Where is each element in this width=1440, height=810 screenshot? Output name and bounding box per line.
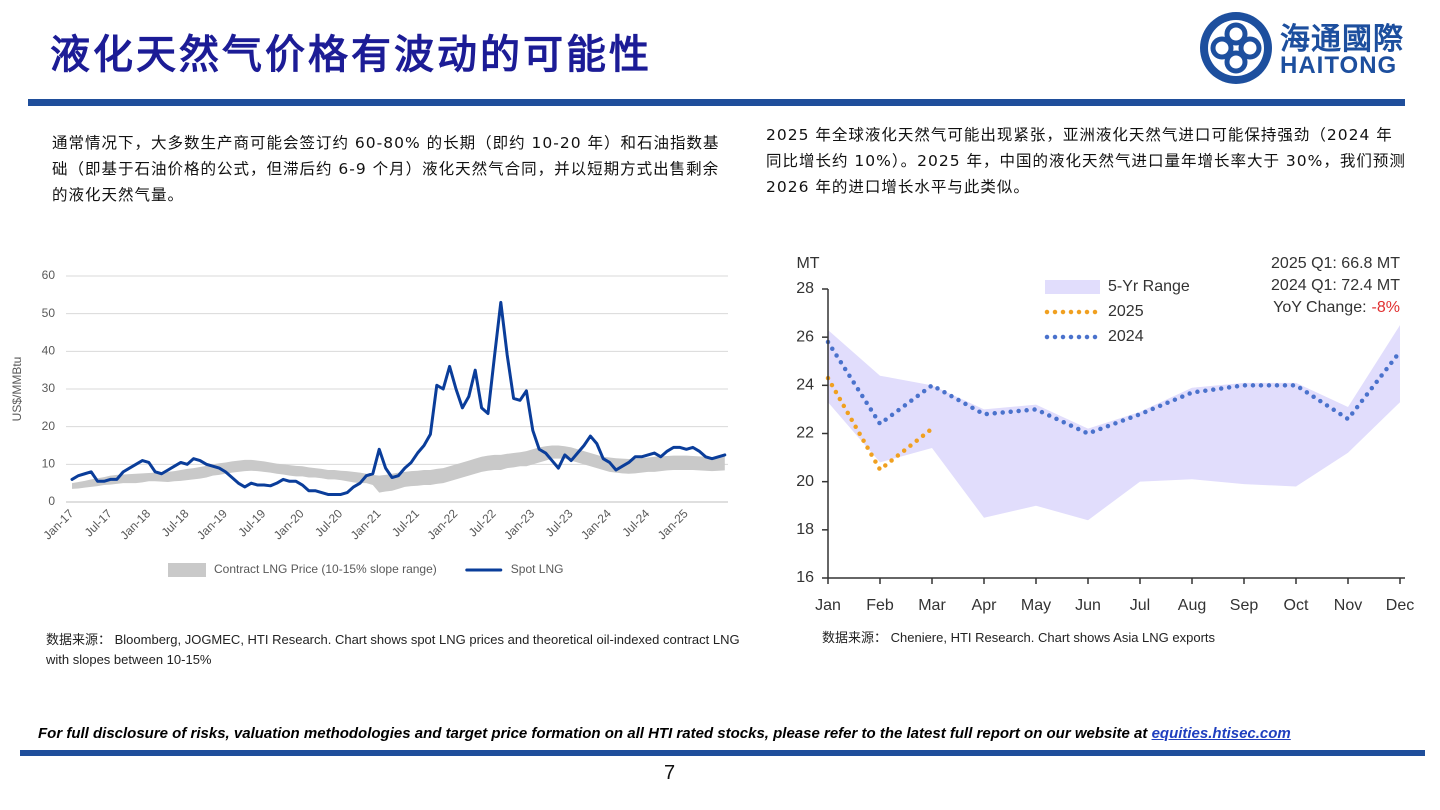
y-tick-label: 20	[796, 473, 814, 490]
header-rule	[28, 99, 1405, 106]
x-tick-label: Jul-19	[235, 506, 268, 539]
x-tick-label: Mar	[918, 597, 946, 614]
y-tick-label: 30	[42, 381, 56, 395]
annotation-part: -8%	[1372, 299, 1400, 316]
x-tick-label: Oct	[1284, 597, 1309, 614]
y-tick-label: 10	[42, 457, 56, 471]
disclaimer: For full disclosure of risks, valuation …	[38, 725, 1291, 742]
slide-title: 液化天然气价格有波动的可能性	[50, 31, 652, 78]
x-tick-label: Jan-21	[348, 506, 384, 542]
logo-icon	[1200, 12, 1272, 84]
website-link[interactable]: equities.htisec.com	[1151, 725, 1291, 742]
x-tick-label: Aug	[1178, 597, 1206, 614]
annotation-part: YoY Change:	[1273, 299, 1366, 316]
y-tick-label: 24	[796, 377, 814, 394]
legend-swatch	[168, 563, 206, 577]
logo-text: HAITONG	[1280, 52, 1398, 79]
x-tick-label: Dec	[1386, 597, 1414, 614]
legend-label: Spot LNG	[511, 562, 564, 576]
series-line	[825, 375, 935, 472]
logo-text: 海通國際	[1280, 22, 1404, 57]
x-tick-label: Jul-22	[466, 506, 499, 539]
x-tick-label: Jul-17	[82, 506, 115, 539]
y-tick-label: 18	[796, 521, 814, 538]
y-axis-title: US$/MMBtu	[10, 357, 24, 422]
footer-rule	[20, 750, 1425, 756]
x-tick-label: Jan-24	[578, 506, 614, 542]
y-tick-label: 40	[42, 344, 56, 358]
y-tick-label: 22	[796, 425, 814, 442]
legend-label: Contract LNG Price (10-15% slope range)	[214, 562, 437, 576]
x-tick-label: Jan-20	[271, 506, 307, 542]
annotation-part: 2025 Q1: 66.8 MT	[1271, 255, 1400, 272]
x-tick-label: Jul	[1130, 597, 1150, 614]
x-tick-label: Jun	[1075, 597, 1101, 614]
x-tick-label: Sep	[1230, 597, 1259, 614]
x-tick-label: Jan-23	[501, 506, 537, 542]
y-tick-label: 16	[796, 569, 814, 586]
y-axis-title: MT	[796, 255, 819, 272]
series-line	[825, 339, 1403, 436]
legend-swatch	[1045, 280, 1100, 294]
page-number: 7	[664, 762, 676, 784]
x-tick-label: Feb	[866, 597, 894, 614]
y-tick-label: 50	[42, 306, 56, 320]
x-tick-label: Jan-25	[655, 506, 691, 542]
series-line	[70, 300, 727, 496]
legend-label: 5-Yr Range	[1108, 278, 1190, 295]
annotation: 2025 Q1: 66.8 MT	[1271, 255, 1400, 272]
y-tick-label: 60	[42, 268, 56, 282]
legend-label: 2024	[1108, 328, 1144, 345]
annotation: YoY Change: -8%	[1273, 299, 1400, 316]
annotation: 2024 Q1: 72.4 MT	[1271, 277, 1400, 294]
source-note: 数据来源： Bloomberg, JOGMEC, HTI Research. C…	[46, 632, 740, 667]
x-tick-label: May	[1021, 597, 1051, 614]
x-tick-label: Jan-19	[194, 506, 230, 542]
paragraph: 2025 年全球液化天然气可能出现紧张，亚洲液化天然气进口可能保持强劲（2024…	[766, 126, 1406, 196]
x-tick-label: Jan	[815, 597, 841, 614]
x-tick-label: Jan-22	[425, 506, 461, 542]
y-tick-label: 0	[48, 494, 55, 508]
x-tick-label: Jan-17	[41, 506, 77, 542]
x-tick-label: Jul-18	[159, 506, 192, 539]
legend-label: 2025	[1108, 303, 1144, 320]
annotation-part: 2024 Q1: 72.4 MT	[1271, 277, 1400, 294]
x-tick-label: Nov	[1334, 597, 1362, 614]
y-tick-label: 26	[796, 328, 814, 345]
y-tick-label: 20	[42, 419, 56, 433]
source-note: 数据来源： Cheniere, HTI Research. Chart show…	[822, 630, 1216, 645]
range-area	[72, 445, 725, 493]
x-tick-label: Jul-20	[312, 506, 345, 539]
paragraph: 通常情况下，大多数生产商可能会签订约 60-80% 的长期（即约 10-20 年…	[52, 134, 720, 204]
disclaimer-text: For full disclosure of risks, valuation …	[38, 725, 1148, 742]
x-tick-label: Jan-18	[117, 506, 153, 542]
x-tick-label: Apr	[972, 597, 998, 614]
y-tick-label: 28	[796, 280, 814, 297]
x-tick-label: Jul-24	[619, 506, 652, 539]
x-tick-label: Jul-23	[543, 506, 576, 539]
x-tick-label: Jul-21	[389, 506, 422, 539]
